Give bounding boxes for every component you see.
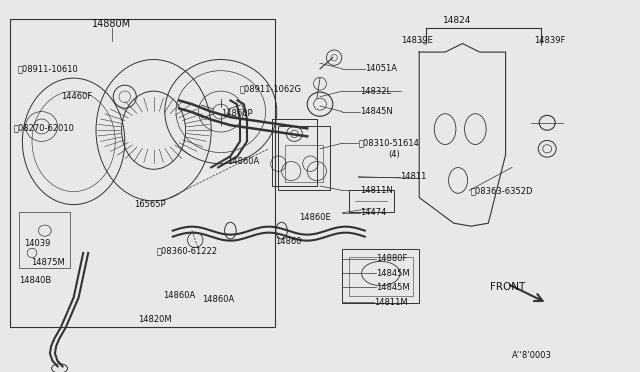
Text: 14875M: 14875M <box>31 258 65 267</box>
Text: 14811: 14811 <box>400 172 426 181</box>
Text: 14832L: 14832L <box>360 87 391 96</box>
Text: Ⓢ08360-61222: Ⓢ08360-61222 <box>157 247 218 256</box>
Bar <box>10 19 275 327</box>
Text: 14839E: 14839E <box>401 36 433 45</box>
Bar <box>342 249 419 303</box>
Text: 14860A: 14860A <box>163 291 195 300</box>
Text: Ⓦ08270-62010: Ⓦ08270-62010 <box>14 124 75 133</box>
Bar <box>278 126 330 190</box>
Text: 14840B: 14840B <box>19 276 51 285</box>
Text: 14860P: 14860P <box>221 109 252 118</box>
Text: ⓝ08911-10610: ⓝ08911-10610 <box>18 64 79 73</box>
Text: 14460F: 14460F <box>61 92 92 101</box>
Text: 14845M: 14845M <box>376 283 410 292</box>
Text: FRONT: FRONT <box>490 282 525 292</box>
Text: 14811N: 14811N <box>360 186 392 195</box>
Text: 14880M: 14880M <box>92 19 132 29</box>
Text: 14820M: 14820M <box>138 315 172 324</box>
Text: 14824: 14824 <box>444 16 472 25</box>
Bar <box>349 257 413 296</box>
Text: 14860A: 14860A <box>202 295 234 304</box>
Bar <box>285 145 323 182</box>
Text: 14860A: 14860A <box>227 157 259 166</box>
Text: A’‘8’0003: A’‘8’0003 <box>512 351 552 360</box>
Text: 14811M: 14811M <box>374 298 408 307</box>
Text: ⒲08310-51614: ⒲08310-51614 <box>358 139 419 148</box>
Text: 14051A: 14051A <box>365 64 397 73</box>
Text: 16565P: 16565P <box>134 200 166 209</box>
Bar <box>349 190 394 212</box>
Text: ⓝ08911-1062G: ⓝ08911-1062G <box>240 85 302 94</box>
Text: 14845M: 14845M <box>376 269 410 278</box>
Text: Ⓢ08363-6352D: Ⓢ08363-6352D <box>470 186 533 195</box>
Text: 14860E: 14860E <box>300 213 332 222</box>
Bar <box>19 212 70 268</box>
Text: 14880F: 14880F <box>376 254 408 263</box>
Text: 14039: 14039 <box>24 239 51 248</box>
Text: (4): (4) <box>388 150 400 159</box>
Text: 14845N: 14845N <box>360 107 392 116</box>
Text: 14474: 14474 <box>360 208 386 217</box>
Text: 14860: 14860 <box>275 237 301 246</box>
Bar <box>272 119 317 186</box>
Text: 14839F: 14839F <box>534 36 566 45</box>
